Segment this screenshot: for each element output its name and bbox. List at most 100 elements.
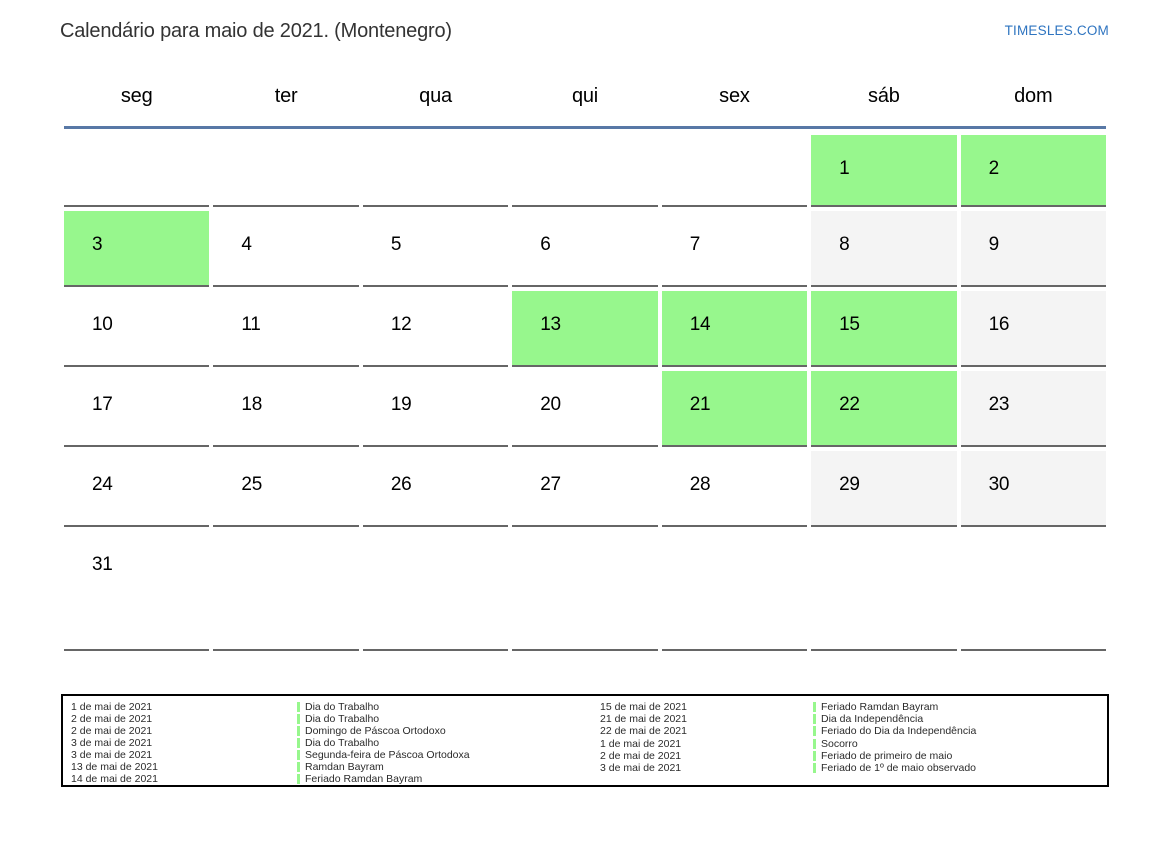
legend-item: 1 de mai de 2021 Dia do Trabalho: [71, 701, 600, 713]
day-cell-19: 19: [362, 371, 509, 447]
day-cell-4: 4: [213, 211, 359, 287]
day-cell-15: 15: [811, 291, 957, 367]
day-number: 13: [540, 314, 561, 335]
day-cell-11: 11: [213, 291, 359, 367]
calendar-day-cell: 5: [362, 207, 509, 287]
day-number: 15: [839, 314, 860, 335]
day-number: 4: [241, 234, 252, 255]
day-number: 9: [988, 234, 1000, 255]
day-number: 31: [92, 554, 113, 575]
calendar-day-cell: 15: [811, 287, 957, 367]
empty-cell: [661, 135, 808, 207]
day-cell-23: 23: [960, 371, 1106, 447]
calendar-day-cell: 6: [512, 207, 658, 287]
calendar-week-row: 17 18 19 20 21 22 23: [64, 367, 1106, 447]
weekday-header: qua: [419, 85, 452, 107]
day-number: 29: [839, 474, 860, 495]
legend-holiday-name: Ramdan Bayram: [305, 761, 384, 773]
legend-date: 15 de mai de 2021: [600, 701, 687, 713]
legend-date: 14 de mai de 2021: [71, 773, 158, 785]
calendar-day-cell: 22: [811, 367, 957, 447]
day-number: 7: [689, 234, 701, 255]
day-cell-25: 25: [213, 451, 359, 527]
day-number: 11: [241, 314, 261, 335]
calendar-day-cell: 20: [512, 367, 658, 447]
legend-item: 21 de mai de 2021 Dia da Independência: [600, 713, 1107, 725]
legend-holiday-name: Feriado de primeiro de maio: [821, 749, 953, 762]
empty-cell: [960, 531, 1106, 651]
holiday-marker-bar: [297, 714, 300, 724]
calendar-day-cell: 13: [512, 287, 658, 367]
legend-date: 22 de mai de 2021: [600, 725, 687, 738]
day-cell-8: 8: [811, 211, 957, 287]
day-cell-6: 6: [512, 211, 658, 287]
calendar-day-cell: [512, 527, 658, 651]
day-number: 19: [390, 394, 412, 415]
empty-cell: [362, 531, 509, 651]
empty-cell: [512, 531, 658, 651]
calendar-day-cell: 4: [213, 207, 359, 287]
calendar-day-cell: 29: [811, 447, 957, 527]
day-number: 14: [689, 314, 711, 335]
weekday-header: seg: [120, 85, 153, 107]
empty-cell: [661, 531, 808, 651]
legend-date: 2 de mai de 2021: [600, 749, 682, 762]
day-cell-7: 7: [661, 211, 808, 287]
day-cell-3: 3: [64, 211, 210, 287]
legend-holiday-name: Segunda-feira de Páscoa Ortodoxa: [305, 749, 470, 761]
legend-holiday-name: Socorro: [821, 737, 858, 750]
calendar-day-cell: [811, 527, 957, 651]
empty-cell: [362, 135, 509, 207]
day-number: 17: [92, 394, 113, 415]
calendar-day-cell: 19: [362, 367, 509, 447]
empty-cell: [213, 531, 359, 651]
day-cell-14: 14: [661, 291, 808, 367]
calendar-day-cell: [512, 129, 658, 207]
weekday-header: qui: [571, 85, 599, 107]
day-cell-9: 9: [960, 211, 1106, 287]
holiday-marker-bar: [297, 750, 300, 760]
calendar-day-cell: 12: [362, 287, 509, 367]
brand-link[interactable]: TIMESLES.COM: [1004, 23, 1109, 38]
legend-holiday-name: Dia do Trabalho: [305, 713, 380, 725]
legend-holiday-name: Feriado de 1º de maio observado: [821, 761, 977, 774]
legend-holiday-name: Feriado do Dia da Independência: [821, 725, 977, 738]
calendar-day-cell: [362, 129, 509, 207]
calendar-day-cell: [213, 527, 359, 651]
legend-item: 14 de mai de 2021 Feriado Ramdan Bayram: [71, 773, 600, 785]
day-cell-20: 20: [512, 371, 658, 447]
legend-date: 1 de mai de 2021: [71, 701, 153, 713]
empty-cell: [811, 531, 957, 651]
legend-item: 3 de mai de 2021 Dia do Trabalho: [71, 737, 600, 749]
legend-date: 3 de mai de 2021: [71, 737, 153, 749]
legend-item: 3 de mai de 2021 Segunda-feira de Páscoa …: [71, 749, 600, 761]
legend-item: 1 de mai de 2021 Socorro: [600, 738, 1107, 750]
day-cell-31: 31: [64, 531, 210, 651]
empty-cell: [213, 135, 359, 207]
day-number: 30: [988, 474, 1010, 495]
calendar-day-cell: [960, 527, 1106, 651]
day-cell-1: 1: [811, 135, 957, 207]
day-cell-10: 10: [64, 291, 210, 367]
calendar-day-cell: 16: [960, 287, 1106, 367]
legend-date: 3 de mai de 2021: [600, 761, 682, 774]
calendar-day-cell: 27: [512, 447, 658, 527]
day-cell-26: 26: [362, 451, 509, 527]
holiday-marker-bar: [297, 702, 300, 712]
day-number: 6: [540, 234, 551, 255]
day-cell-28: 28: [661, 451, 808, 527]
weekday-header: sex: [719, 85, 750, 107]
weekday-header-row: seg ter qua qui sex sáb dom: [64, 85, 1106, 126]
calendar-day-cell: 7: [661, 207, 808, 287]
top-bar: Calendário para maio de 2021. (Montenegr…: [60, 20, 1109, 43]
page-title: Calendário para maio de 2021. (Montenegr…: [60, 20, 452, 42]
calendar-day-cell: 31: [64, 527, 210, 651]
holiday-marker-bar: [813, 750, 816, 761]
day-number: 25: [241, 474, 262, 495]
empty-cell: [512, 135, 658, 207]
day-number: 26: [390, 474, 412, 495]
calendar-day-cell: 8: [811, 207, 957, 287]
calendar-day-cell: 10: [64, 287, 210, 367]
legend-item: 13 de mai de 2021 Ramdan Bayram: [71, 761, 600, 773]
legend-holiday-name: Feriado Ramdan Bayram: [305, 773, 423, 785]
